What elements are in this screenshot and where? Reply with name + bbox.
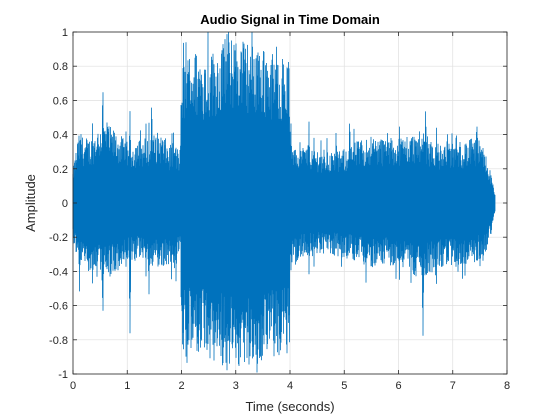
y-tick-label: 0.8: [53, 61, 68, 73]
y-tick-label: 0: [62, 198, 68, 210]
ticks: 0 1 2 3 4 5 6 7 8 -1 -0.8 -0.6 -0.4 -0.2 0 0.2 0.4 0.6 0.8…: [49, 27, 510, 392]
y-axis-label: Amplitude: [23, 174, 38, 232]
x-tick-label: 0: [70, 380, 76, 392]
signal-series: [72, 31, 496, 373]
x-tick-label: 2: [178, 380, 184, 392]
y-tick-label: 0.4: [53, 130, 68, 142]
x-axis-label: Time (seconds): [245, 399, 334, 414]
y-tick-label: 0.2: [53, 164, 68, 176]
y-tick-label: -0.4: [49, 266, 68, 278]
y-tick-label: -0.8: [49, 335, 68, 347]
y-tick-label: 1: [62, 27, 68, 39]
x-tick-label: 3: [233, 380, 239, 392]
y-tick-label: -0.6: [49, 301, 68, 313]
x-tick-label: 1: [124, 380, 130, 392]
x-tick-label: 7: [450, 380, 456, 392]
y-tick-label: -0.2: [49, 232, 68, 244]
x-tick-label: 6: [395, 380, 401, 392]
y-tick-label: 0.6: [53, 95, 68, 107]
signal-waveform: [72, 31, 496, 373]
y-tick-label: -1: [58, 369, 68, 381]
chart-title: Audio Signal in Time Domain: [200, 12, 380, 27]
x-tick-label: 4: [287, 380, 293, 392]
x-tick-label: 5: [341, 380, 347, 392]
x-tick-label: 8: [504, 380, 510, 392]
